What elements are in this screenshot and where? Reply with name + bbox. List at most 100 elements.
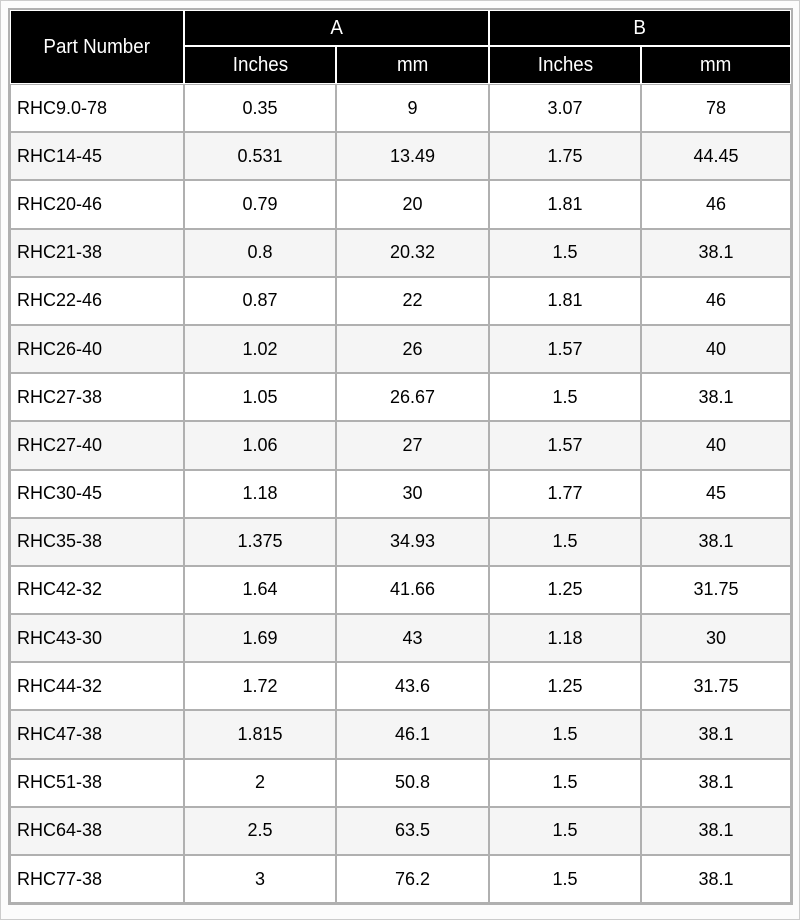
b-mm-cell: 38.1 — [641, 517, 791, 566]
part-number-cell: RHC47-38 — [10, 710, 184, 759]
header-a-inches-label: Inches — [232, 53, 288, 76]
table-body: RHC9.0-78 0.35 9 3.07 78 RHC14-45 0.531 … — [10, 84, 791, 904]
a-mm-cell: 22 — [336, 276, 489, 325]
a-mm-cell: 63.5 — [336, 806, 489, 855]
table-row: RHC43-30 1.69 43 1.18 30 — [10, 614, 791, 663]
a-inches-cell: 1.06 — [184, 421, 336, 470]
part-number-cell: RHC51-38 — [10, 758, 184, 807]
header-b-inches: Inches — [489, 46, 641, 84]
a-mm-cell: 26 — [336, 324, 489, 374]
b-inches-cell: 1.25 — [489, 662, 641, 711]
part-number-cell: RHC64-38 — [10, 806, 184, 855]
b-inches-cell: 1.75 — [489, 132, 641, 181]
table-row: RHC27-40 1.06 27 1.57 40 — [10, 421, 791, 470]
a-mm-cell: 20.32 — [336, 228, 489, 277]
header-sub-row: Inches mm Inches mm — [10, 46, 791, 84]
header-group-a-label: A — [330, 16, 343, 39]
header-part-number-label: Part Number — [43, 35, 151, 58]
b-inches-cell: 1.57 — [489, 324, 641, 374]
a-inches-cell: 1.05 — [184, 373, 336, 422]
b-mm-cell: 38.1 — [641, 710, 791, 759]
header-b-mm-label: mm — [700, 53, 732, 76]
b-mm-cell: 38.1 — [641, 806, 791, 855]
a-mm-cell: 9 — [336, 84, 489, 133]
b-inches-cell: 1.57 — [489, 421, 641, 470]
table-row: RHC27-38 1.05 26.67 1.5 38.1 — [10, 373, 791, 422]
table-row: RHC14-45 0.531 13.49 1.75 44.45 — [10, 132, 791, 181]
b-inches-cell: 1.81 — [489, 180, 641, 229]
a-mm-cell: 46.1 — [336, 710, 489, 759]
table-row: RHC9.0-78 0.35 9 3.07 78 — [10, 84, 791, 133]
b-mm-cell: 31.75 — [641, 662, 791, 711]
header-group-b: B — [489, 10, 791, 46]
part-number-cell: RHC9.0-78 — [10, 84, 184, 133]
table-row: RHC47-38 1.815 46.1 1.5 38.1 — [10, 710, 791, 759]
part-number-cell: RHC30-45 — [10, 469, 184, 518]
b-mm-cell: 40 — [641, 324, 791, 374]
b-mm-cell: 46 — [641, 180, 791, 229]
table-row: RHC51-38 2 50.8 1.5 38.1 — [10, 758, 791, 807]
table-row: RHC21-38 0.8 20.32 1.5 38.1 — [10, 228, 791, 277]
b-inches-cell: 1.18 — [489, 614, 641, 663]
a-inches-cell: 2.5 — [184, 806, 336, 855]
a-inches-cell: 3 — [184, 855, 336, 904]
b-inches-cell: 1.5 — [489, 517, 641, 566]
part-number-cell: RHC26-40 — [10, 324, 184, 374]
b-inches-cell: 1.5 — [489, 855, 641, 904]
b-mm-cell: 40 — [641, 421, 791, 470]
part-number-cell: RHC27-38 — [10, 373, 184, 422]
header-group-b-label: B — [633, 16, 647, 39]
b-mm-cell: 31.75 — [641, 565, 791, 615]
part-number-cell: RHC44-32 — [10, 662, 184, 711]
b-mm-cell: 44.45 — [641, 132, 791, 181]
a-mm-cell: 20 — [336, 180, 489, 229]
b-inches-cell: 1.25 — [489, 565, 641, 615]
b-inches-cell: 1.5 — [489, 710, 641, 759]
b-inches-cell: 1.81 — [489, 276, 641, 325]
b-inches-cell: 1.5 — [489, 373, 641, 422]
b-mm-cell: 38.1 — [641, 855, 791, 904]
a-inches-cell: 0.531 — [184, 132, 336, 181]
header-group-row: Part Number A B — [10, 10, 791, 84]
a-inches-cell: 0.79 — [184, 180, 336, 229]
a-inches-cell: 2 — [184, 758, 336, 807]
part-dimensions-table: Part Number A B Inches mm Inches — [8, 8, 793, 906]
header-b-inches-label: Inches — [537, 53, 593, 76]
a-mm-cell: 50.8 — [336, 758, 489, 807]
table-row: RHC30-45 1.18 30 1.77 45 — [10, 469, 791, 518]
b-mm-cell: 30 — [641, 614, 791, 663]
table-row: RHC44-32 1.72 43.6 1.25 31.75 — [10, 662, 791, 711]
a-mm-cell: 41.66 — [336, 565, 489, 615]
part-number-cell: RHC27-40 — [10, 421, 184, 470]
b-mm-cell: 38.1 — [641, 758, 791, 807]
b-inches-cell: 1.5 — [489, 806, 641, 855]
a-inches-cell: 0.35 — [184, 84, 336, 133]
b-mm-cell: 38.1 — [641, 228, 791, 277]
a-mm-cell: 27 — [336, 421, 489, 470]
a-inches-cell: 1.02 — [184, 324, 336, 374]
table-row: RHC26-40 1.02 26 1.57 40 — [10, 324, 791, 374]
table-row: RHC20-46 0.79 20 1.81 46 — [10, 180, 791, 229]
part-number-cell: RHC20-46 — [10, 180, 184, 229]
b-inches-cell: 3.07 — [489, 84, 641, 133]
a-mm-cell: 76.2 — [336, 855, 489, 904]
b-inches-cell: 1.77 — [489, 469, 641, 518]
a-mm-cell: 34.93 — [336, 517, 489, 566]
a-inches-cell: 1.64 — [184, 565, 336, 615]
part-number-cell: RHC21-38 — [10, 228, 184, 277]
part-number-cell: RHC35-38 — [10, 517, 184, 566]
b-mm-cell: 46 — [641, 276, 791, 325]
b-mm-cell: 78 — [641, 84, 791, 133]
a-inches-cell: 1.72 — [184, 662, 336, 711]
header-part-number: Part Number — [10, 10, 184, 84]
part-number-cell: RHC42-32 — [10, 565, 184, 615]
a-inches-cell: 1.69 — [184, 614, 336, 663]
part-number-cell: RHC14-45 — [10, 132, 184, 181]
part-number-cell: RHC77-38 — [10, 855, 184, 904]
a-inches-cell: 0.8 — [184, 228, 336, 277]
header-group-a: A — [184, 10, 489, 46]
a-mm-cell: 13.49 — [336, 132, 489, 181]
a-mm-cell: 43 — [336, 614, 489, 663]
a-mm-cell: 30 — [336, 469, 489, 518]
header-a-mm-label: mm — [396, 53, 429, 76]
